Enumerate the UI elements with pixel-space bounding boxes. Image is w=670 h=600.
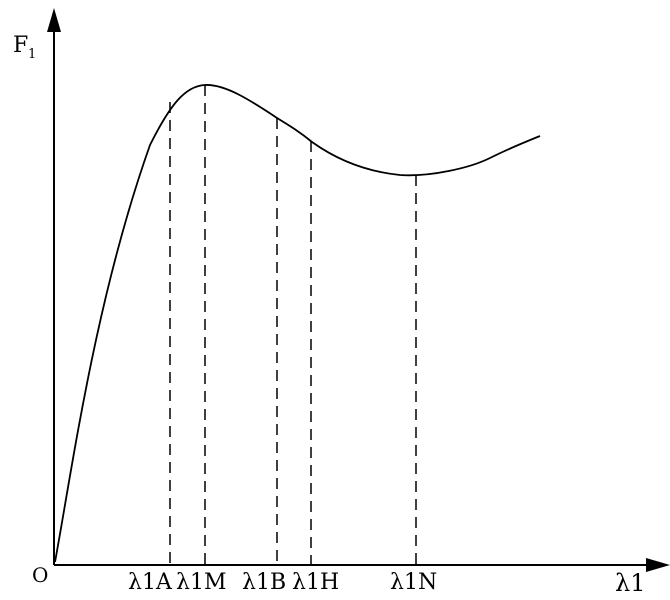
marker-label-a: λ1A [128,570,173,595]
y-axis-arrow [47,8,61,32]
marker-label-n: λ1N [390,570,437,595]
y-axis-subscript: 1 [28,47,36,62]
marker-label-b: λ1B [242,570,286,595]
origin-label: O [32,563,48,587]
y-axis-label: F [13,33,28,58]
x-axis-arrow [646,558,670,572]
marker-label-m: λ1M [176,570,226,595]
x-axis-label: λ1 [615,569,645,597]
force-curve [54,84,541,563]
marker-label-h: λ1H [292,570,339,595]
